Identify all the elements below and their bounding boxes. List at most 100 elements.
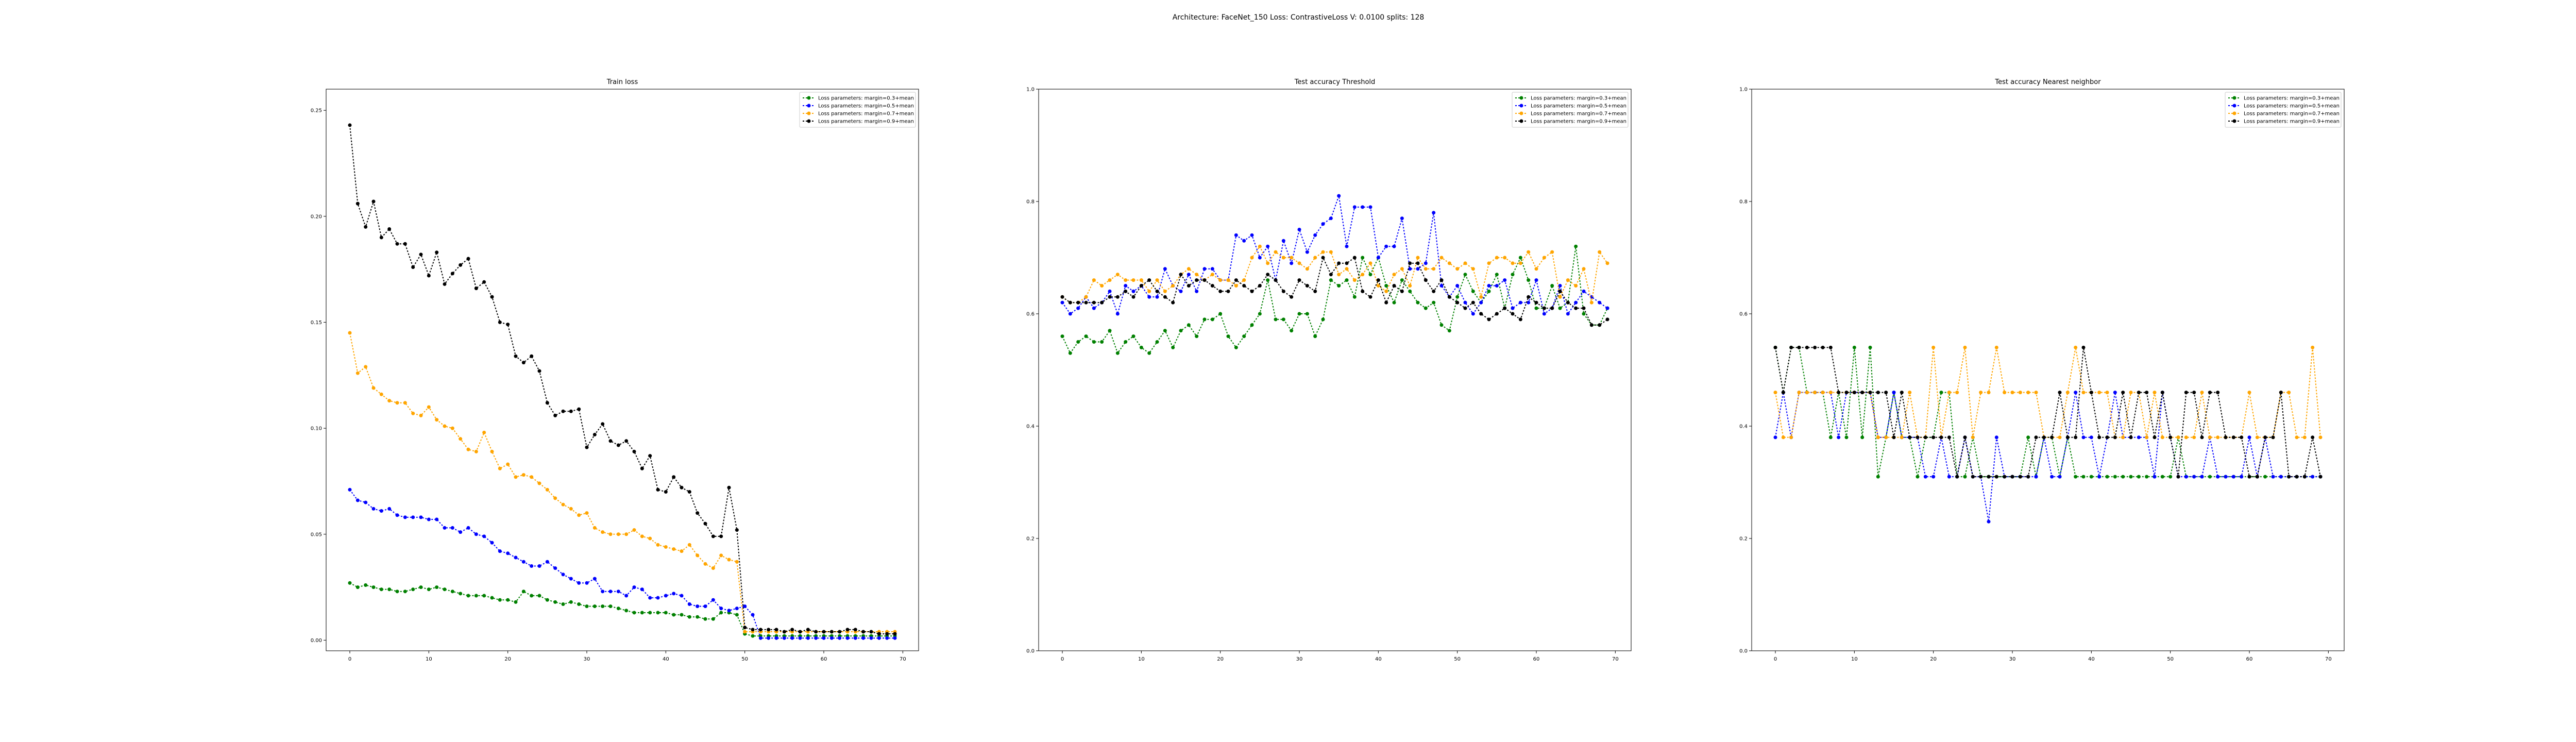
legend-label: Loss parameters: margin=0.5+mean [2244,104,2340,109]
data-point [1084,295,1088,299]
data-point [1598,300,1602,305]
data-point [506,598,510,602]
data-point [1511,306,1515,310]
data-point [1844,435,1849,440]
data-point [632,528,636,532]
data-point [403,589,407,594]
data-point [2010,475,2014,479]
data-point [1179,329,1183,333]
data-point [2192,475,2196,479]
data-point [727,558,731,562]
data-point [608,439,613,443]
data-point [490,449,494,453]
data-point [1605,317,1609,322]
data-point [1202,317,1207,322]
data-point [387,227,392,231]
data-point [1361,289,1365,293]
data-point [1274,278,1278,282]
data-point [1147,351,1151,355]
data-point [1068,312,1072,316]
data-point [1828,345,1833,349]
legend-entry: Loss parameters: margin=0.9+mean [1515,119,1626,125]
data-point [1242,239,1246,243]
legend-entry: Loss parameters: margin=0.3+mean [803,96,914,102]
data-point [459,592,463,596]
data-point [2247,475,2251,479]
data-point [1534,306,1538,310]
data-point [569,577,573,581]
data-point [1250,323,1254,327]
data-point [1329,273,1333,277]
data-point [1416,300,1420,305]
data-point [1487,317,1491,322]
data-point [490,596,494,600]
data-point [2113,475,2117,479]
data-point [1115,312,1120,316]
y-tick-label: 1.0 [1739,87,1748,93]
data-point [2081,435,2086,440]
data-point [1963,435,1967,440]
data-point [2311,475,2315,479]
data-point [1550,250,1554,254]
data-point [403,401,407,405]
data-point [1598,250,1602,254]
data-point [1908,391,1912,395]
data-point [1837,435,1841,440]
legend-swatch-marker [2232,104,2236,108]
data-point [537,594,541,598]
data-point [1589,323,1594,327]
data-point [1368,295,1372,299]
data-point [719,553,723,558]
data-point [2089,435,2093,440]
data-point [2176,475,2180,479]
data-point [2216,475,2220,479]
data-point [648,536,652,541]
data-point [2026,391,2030,395]
data-point [1329,216,1333,221]
data-point [545,401,549,405]
data-point [1542,256,1546,260]
data-point [1258,244,1262,248]
data-point [1884,435,1888,440]
y-tick-label: 0.25 [311,108,322,114]
data-point [1781,435,1785,440]
data-point [371,386,376,390]
data-point [2168,435,2173,440]
data-point [2200,391,2204,395]
x-tick-label: 50 [1454,656,1461,662]
data-point [1971,435,1975,440]
data-point [1432,267,1436,271]
legend-label: Loss parameters: margin=0.3+mean [1531,96,1626,102]
data-point [1131,334,1136,339]
data-point [1852,391,1856,395]
data-point [1234,345,1238,349]
data-point [1542,312,1546,316]
legend-frame [1512,92,1629,128]
data-point [1266,261,1270,265]
data-point [1250,233,1254,237]
data-point [1884,391,1888,395]
data-point [680,485,684,490]
data-point [1124,340,1128,344]
y-tick-label: 0.15 [311,320,322,326]
data-point [1202,278,1207,282]
data-point [2208,475,2212,479]
data-point [514,354,518,358]
data-point [1971,475,1975,479]
data-point [1068,351,1072,355]
data-point [1100,300,1104,305]
data-point [1408,289,1412,293]
data-point [364,225,368,229]
data-point [1860,391,1865,395]
data-point [2034,435,2038,440]
data-point [751,613,755,617]
data-point [379,235,383,240]
data-point [1558,295,1562,299]
data-point [1987,391,1991,395]
data-point [640,611,644,615]
data-point [2295,475,2299,479]
data-point [1900,435,1904,440]
data-point [1527,295,1531,299]
data-point [450,526,454,530]
data-point [2200,435,2204,440]
